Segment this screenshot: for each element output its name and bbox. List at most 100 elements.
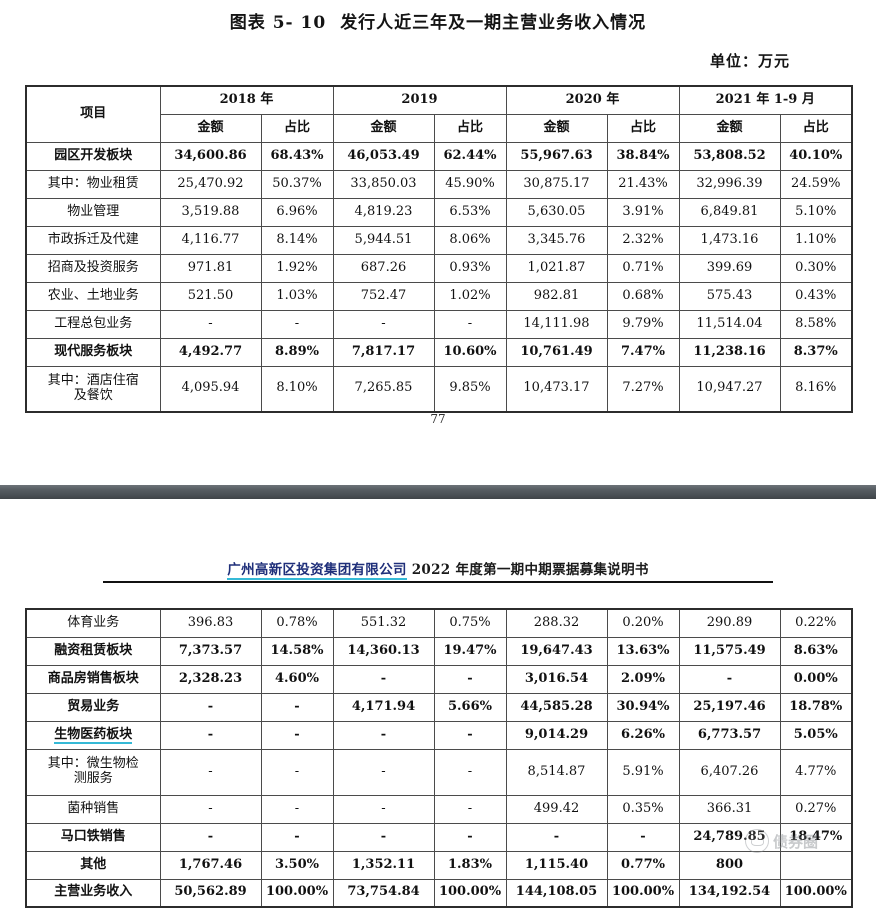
table-cell: -: [159, 794, 262, 824]
row-label: 工程总包业务: [25, 309, 161, 339]
running-header: 广州高新区投资集团有限公司 2022 年度第一期中期票据募集说明书: [0, 558, 876, 580]
row-label: 融资租赁板块: [25, 636, 161, 666]
table-cell: 499.42: [505, 794, 608, 824]
table-cell: 100.00%: [433, 878, 507, 908]
table-cell: 4,116.77: [159, 225, 262, 255]
table-row: 现代服务板块 4,492.77 8.89% 7,817.17 10.60% 10,761.…: [25, 337, 853, 367]
table-cell: -: [332, 309, 435, 339]
table-cell: -: [260, 309, 334, 339]
subheader-2021-amount: 金额: [678, 113, 781, 143]
table-cell: 8.58%: [779, 309, 853, 339]
revenue-table-page-2: 体育业务 396.83 0.78% 551.32 0.75% 288.32 0.20% 290…: [25, 608, 853, 908]
table-cell: -: [159, 720, 262, 750]
table-cell: -: [433, 720, 507, 750]
table-cell: 19.47%: [433, 636, 507, 666]
table-cell: 6.26%: [606, 720, 680, 750]
table-cell: 800: [678, 850, 781, 880]
column-header-2021: 2021 年 1-9 月: [678, 85, 853, 115]
table-row: 工程总包业务 - - - -14,111.98 9.79% 11,514.04 8.58%: [25, 309, 853, 339]
table-cell: 4,492.77: [159, 337, 262, 367]
table-cell: 6.53%: [433, 197, 507, 227]
table-cell: 14,360.13: [332, 636, 435, 666]
table-cell: 4,819.23: [332, 197, 435, 227]
table-row: 园区开发板块 34,600.86 68.43% 46,053.49 62.44% 55,9…: [25, 141, 853, 171]
running-header-company: 广州高新区投资集团有限公司: [227, 562, 407, 580]
table-cell: -: [332, 794, 435, 824]
table-cell: 0.43%: [779, 281, 853, 311]
table-cell: 18.47%: [779, 822, 853, 852]
table-cell: 100.00%: [606, 878, 680, 908]
table-cell: 4.60%: [260, 664, 334, 694]
row-label: 贸易业务: [25, 692, 161, 722]
table-cell: -: [433, 794, 507, 824]
row-label: 招商及投资服务: [25, 253, 161, 283]
table-cell: 0.20%: [606, 608, 680, 638]
table-cell: -: [260, 748, 334, 796]
table-body-page-1: 园区开发板块 34,600.86 68.43% 46,053.49 62.44% 55,9…: [25, 141, 853, 413]
row-label: 物业管理: [25, 197, 161, 227]
table-cell: 25,470.92: [159, 169, 262, 199]
subheader-2020-ratio: 占比: [606, 113, 680, 143]
table-row: 菌种销售 - - - -499.42 0.35% 366.31 0.27%: [25, 794, 853, 824]
table-cell: 575.43: [678, 281, 781, 311]
subheader-2018-amount: 金额: [159, 113, 262, 143]
table-cell: 6,773.57: [678, 720, 781, 750]
table-cell: 3.50%: [260, 850, 334, 880]
table-row: 主营业务收入 50,562.89 100.00% 73,754.84 100.00% 14…: [25, 878, 853, 908]
table-cell: 0.30%: [779, 253, 853, 283]
table-cell: -: [260, 794, 334, 824]
table-cell: 24,789.85: [678, 822, 781, 852]
table-cell: -: [606, 822, 680, 852]
table-cell: 0.68%: [606, 281, 680, 311]
table-cell: 2.09%: [606, 664, 680, 694]
table-cell: 0.35%: [606, 794, 680, 824]
table-row: 贸易业务 - -4,171.94 5.66% 44,585.28 30.94% 25,197…: [25, 692, 853, 722]
table-cell: 1,352.11: [332, 850, 435, 880]
table-cell: 1.03%: [260, 281, 334, 311]
table-cell: 6,407.26: [678, 748, 781, 796]
table-cell: 7,265.85: [332, 365, 435, 413]
table-cell: 7,817.17: [332, 337, 435, 367]
table-cell: -: [260, 692, 334, 722]
table-cell: -: [505, 822, 608, 852]
table-cell: 0.78%: [260, 608, 334, 638]
table-cell: 1,021.87: [505, 253, 608, 283]
revenue-table-page-1: 项目 2018 年 2019 2020 年 2021 年 1-9 月 金额 占比…: [25, 85, 853, 413]
row-label: 其中：微生物检 测服务: [25, 748, 161, 796]
unit-note: 单位：万元: [709, 52, 790, 70]
table-cell: 134,192.54: [678, 878, 781, 908]
row-label: 园区开发板块: [25, 141, 161, 171]
table-cell: 288.32: [505, 608, 608, 638]
table-cell: 18.78%: [779, 692, 853, 722]
table-cell: [779, 850, 853, 880]
figure-title-prefix: 图表 5- 10: [229, 13, 327, 33]
table-row: 其中：微生物检 测服务 - - - -8,514.87 5.91% 6,407.26 4.77%: [25, 748, 853, 796]
table-cell: 3,519.88: [159, 197, 262, 227]
table-cell: 551.32: [332, 608, 435, 638]
table-cell: 290.89: [678, 608, 781, 638]
table-cell: -: [433, 664, 507, 694]
table-cell: 33,850.03: [332, 169, 435, 199]
document-page: 图表 5- 10 发行人近三年及一期主营业务收入情况 单位：万元 项目 2018 …: [0, 13, 876, 908]
table-cell: 11,514.04: [678, 309, 781, 339]
table-header-row-periods: 项目 2018 年 2019 2020 年 2021 年 1-9 月: [25, 85, 853, 143]
table-cell: -: [332, 664, 435, 694]
table-cell: 100.00%: [260, 878, 334, 908]
table-cell: 8.63%: [779, 636, 853, 666]
table-cell: 7.47%: [606, 337, 680, 367]
table-cell: 8,514.87: [505, 748, 608, 796]
table-cell: 50,562.89: [159, 878, 262, 908]
table-cell: 3,345.76: [505, 225, 608, 255]
table-cell: 30.94%: [606, 692, 680, 722]
running-header-rule: [103, 581, 773, 583]
table-cell: 13.63%: [606, 636, 680, 666]
table-header-row-subs: 金额 占比 金额 占比 金额 占比 金额 占比: [26, 113, 853, 143]
table-cell: -: [159, 692, 262, 722]
column-header-2020: 2020 年: [505, 85, 680, 115]
table-cell: -: [433, 309, 507, 339]
row-label: 主营业务收入: [25, 878, 161, 908]
table-cell: 1.10%: [779, 225, 853, 255]
table-cell: 0.22%: [779, 608, 853, 638]
table-cell: 14,111.98: [505, 309, 608, 339]
table-cell: 521.50: [159, 281, 262, 311]
